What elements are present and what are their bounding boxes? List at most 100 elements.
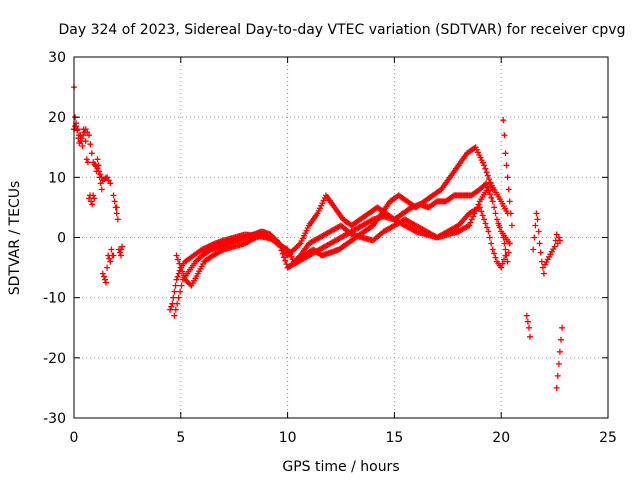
data-point — [171, 312, 178, 319]
data-point — [556, 348, 563, 355]
data-point — [77, 138, 84, 145]
data-point — [551, 243, 558, 250]
data-point — [535, 228, 542, 235]
data-point — [527, 333, 533, 340]
data-point — [173, 252, 180, 259]
data-point — [504, 258, 511, 265]
data-point — [90, 192, 97, 199]
data-point — [180, 272, 187, 279]
data-point — [110, 252, 117, 259]
x-tick-labels: 0 5 10 15 20 25 — [70, 430, 617, 446]
data-point — [97, 171, 104, 178]
data-point — [507, 210, 514, 217]
data-point — [86, 132, 92, 139]
x-axis-title: GPS time / hours — [282, 459, 399, 475]
data-point — [540, 270, 547, 277]
data-point — [89, 201, 96, 208]
data-point — [175, 294, 182, 301]
data-point — [91, 195, 98, 202]
data-point — [506, 240, 513, 247]
x-tick-label: 15 — [385, 430, 403, 446]
data-point — [503, 162, 510, 169]
data-point — [501, 132, 508, 139]
data-point — [174, 300, 181, 307]
data-point — [554, 372, 561, 379]
data-point — [99, 270, 106, 277]
data-point — [173, 276, 180, 283]
data-point — [486, 176, 492, 183]
data-point — [537, 249, 544, 256]
data-point — [555, 360, 562, 367]
data-point — [177, 288, 184, 295]
chart-title: Day 324 of 2023, Sidereal Day-to-day VTE… — [59, 22, 626, 38]
data-point — [475, 201, 482, 208]
data-point — [471, 210, 478, 217]
data-point — [111, 198, 118, 205]
data-point — [499, 260, 506, 267]
data-point — [502, 246, 509, 253]
y-tick-label: -20 — [43, 351, 66, 367]
data-point — [466, 222, 473, 229]
data-point — [172, 306, 179, 313]
data-point — [484, 172, 491, 179]
data-point — [116, 249, 123, 256]
data-point — [88, 150, 95, 157]
data-point — [505, 186, 512, 193]
data-point — [83, 156, 90, 163]
data-point — [79, 143, 86, 149]
data-point — [491, 204, 498, 211]
axis-ticks — [73, 56, 609, 419]
data-point — [219, 247, 226, 254]
data-point — [489, 246, 496, 253]
data-point — [110, 192, 117, 199]
data-point — [508, 222, 515, 229]
x-tick-label: 20 — [492, 430, 510, 446]
data-point — [492, 254, 499, 261]
data-point — [113, 204, 120, 211]
x-tick-label: 5 — [176, 430, 185, 446]
data-point — [492, 210, 499, 217]
data-point — [107, 180, 114, 187]
data-point — [179, 268, 186, 275]
data-point — [114, 216, 121, 223]
data-point — [496, 222, 503, 229]
data-point — [84, 159, 91, 166]
data-point — [174, 273, 181, 280]
data-point — [74, 126, 81, 133]
data-point — [501, 240, 508, 247]
y-tick-label: -10 — [43, 291, 66, 307]
data-point — [108, 246, 115, 253]
data-point — [178, 282, 185, 289]
data-point — [534, 216, 541, 223]
x-tick-label: 0 — [70, 430, 79, 446]
data-point — [470, 213, 477, 220]
data-point — [498, 264, 505, 271]
data-point — [171, 288, 178, 295]
data-point — [106, 255, 113, 262]
y-tick-label: 0 — [57, 231, 66, 247]
data-point — [468, 216, 475, 223]
data-point — [175, 256, 181, 263]
data-point — [530, 246, 537, 253]
data-point — [483, 169, 490, 176]
data-point — [491, 250, 498, 257]
data-point — [478, 208, 485, 215]
data-point — [558, 336, 564, 343]
data-point — [176, 260, 183, 267]
data-point — [296, 241, 303, 248]
data-point — [107, 258, 114, 265]
data-point — [94, 156, 101, 163]
data-point — [486, 234, 493, 241]
data-point — [536, 240, 543, 247]
y-axis-title: SDTVAR / TECUs — [7, 181, 23, 296]
data-point — [523, 312, 530, 319]
data-point — [104, 264, 111, 271]
data-point — [113, 210, 120, 217]
y-tick-label: 10 — [48, 170, 66, 186]
data-point — [119, 243, 126, 250]
data-points — [71, 84, 566, 391]
data-point — [280, 254, 287, 261]
data-point — [488, 194, 495, 201]
data-point — [172, 282, 179, 289]
